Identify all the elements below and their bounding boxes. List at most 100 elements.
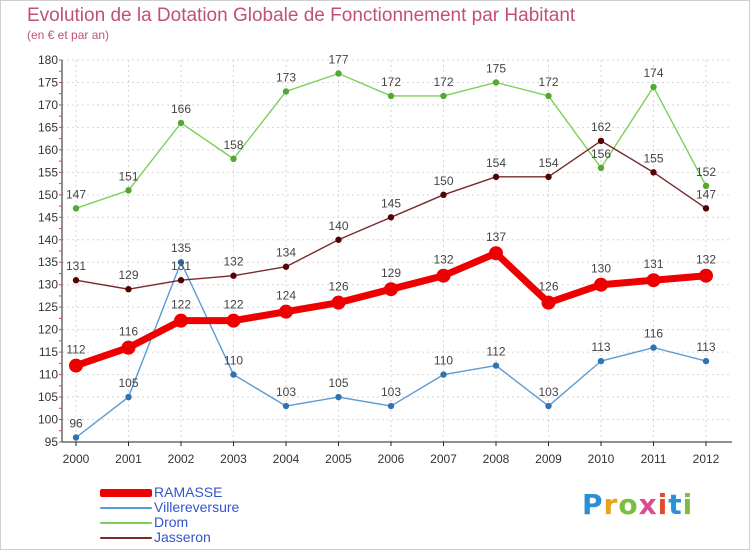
x-tick-label: 2011 (641, 452, 667, 466)
x-tick-label: 2006 (378, 452, 405, 466)
data-point-ramasse (121, 340, 136, 355)
y-tick-label: 170 (38, 98, 58, 112)
y-tick-label: 140 (38, 233, 58, 247)
data-point-villereversure (545, 402, 552, 410)
data-point-villereversure (230, 371, 237, 378)
data-point-drom (335, 70, 342, 77)
y-tick-label: 115 (39, 345, 58, 359)
data-point-jasseron (440, 191, 447, 199)
data-label-ramasse: 131 (643, 257, 663, 271)
data-label-drom: 172 (538, 75, 558, 89)
data-label-ramasse: 126 (328, 280, 348, 294)
data-label-ramasse: 112 (66, 343, 85, 357)
data-label-ramasse: 132 (696, 253, 716, 267)
data-point-drom (440, 92, 447, 100)
data-label-villereversure: 112 (486, 345, 505, 359)
data-point-jasseron (492, 173, 500, 181)
data-label-drom: 173 (276, 70, 296, 84)
y-tick-label: 100 (38, 413, 58, 427)
data-label-drom: 172 (433, 75, 453, 89)
y-tick-label: 145 (38, 210, 58, 224)
x-tick-label: 2007 (430, 452, 457, 466)
data-label-jasseron: 134 (276, 246, 296, 260)
data-point-villereversure (125, 393, 132, 401)
series-villereversure: 96 105 135 110 103 105 103 110 112 103 113 116 113 (69, 241, 716, 441)
logo-letter: t (668, 488, 683, 521)
y-tick-label: 105 (38, 390, 58, 404)
data-point-drom (650, 83, 657, 91)
y-tick-label: 165 (38, 120, 58, 134)
series-jasseron: 131 129 131 132 134 140 145 150 154 154 162 155 147 (66, 120, 716, 293)
legend-label: Villereversure (154, 499, 240, 515)
data-label-drom: 152 (696, 165, 716, 179)
data-point-villereversure (335, 393, 342, 401)
series-ramasse: 112 116 122 122 124 126 129 132 137 126 130 131 132 (66, 230, 716, 373)
data-label-jasseron: 129 (118, 268, 138, 282)
x-tick-label: 2008 (483, 452, 510, 466)
data-label-jasseron: 131 (66, 259, 86, 273)
data-label-ramasse: 132 (433, 253, 453, 267)
data-point-jasseron (72, 277, 80, 284)
data-point-jasseron (282, 263, 290, 270)
data-label-drom: 158 (223, 138, 243, 152)
data-point-ramasse (436, 268, 451, 283)
data-label-jasseron: 145 (381, 196, 401, 210)
data-point-villereversure (177, 259, 185, 266)
data-point-villereversure (597, 357, 605, 365)
data-point-villereversure (492, 362, 500, 369)
data-label-ramasse: 130 (591, 262, 611, 276)
data-point-villereversure (650, 344, 657, 351)
data-label-villereversure: 135 (171, 241, 191, 255)
data-label-ramasse: 137 (486, 230, 506, 244)
data-label-drom: 147 (66, 187, 86, 201)
data-point-drom (177, 119, 185, 127)
data-point-ramasse (594, 277, 608, 292)
data-point-jasseron (650, 169, 657, 176)
data-label-villereversure: 113 (696, 340, 715, 354)
x-tick-label: 2001 (115, 452, 142, 466)
data-label-jasseron: 155 (643, 151, 663, 165)
data-point-jasseron (335, 236, 342, 243)
data-point-ramasse (384, 282, 398, 297)
y-tick-label: 160 (38, 143, 58, 157)
logo-letter: i (657, 488, 669, 521)
data-point-jasseron (702, 205, 710, 212)
data-point-ramasse (489, 246, 503, 261)
y-tick-label: 150 (38, 188, 58, 202)
data-label-jasseron: 150 (433, 174, 453, 188)
data-label-jasseron: 132 (223, 255, 243, 269)
data-label-ramasse: 129 (381, 266, 401, 280)
data-label-villereversure: 110 (434, 354, 453, 368)
x-tick-label: 2003 (220, 452, 247, 466)
data-label-jasseron: 147 (696, 187, 716, 201)
data-label-villereversure: 103 (381, 385, 401, 399)
proxiti-logo: Proxiti (582, 488, 693, 521)
data-point-ramasse (541, 295, 556, 310)
data-label-ramasse: 122 (223, 298, 243, 312)
data-point-drom (492, 79, 500, 86)
data-point-ramasse (226, 313, 241, 328)
data-label-villereversure: 103 (276, 385, 296, 399)
data-label-drom: 156 (591, 147, 611, 161)
data-label-jasseron: 154 (538, 156, 558, 170)
data-label-villereversure: 110 (224, 354, 243, 368)
data-label-ramasse: 126 (538, 280, 558, 294)
series-drom: 147 151 166 158 173 177 172 172 175 172 156 174 152 (66, 52, 716, 212)
data-point-ramasse (646, 273, 661, 288)
logo-letter: P (582, 488, 604, 521)
legend-swatch (100, 537, 152, 539)
legend-swatch (100, 489, 152, 497)
data-label-villereversure: 96 (69, 417, 83, 431)
data-label-ramasse: 122 (171, 298, 191, 312)
data-point-jasseron (230, 272, 237, 279)
y-tick-label: 125 (38, 300, 58, 314)
logo-letter: i (682, 488, 694, 521)
data-label-jasseron: 154 (486, 156, 506, 170)
logo-letter: o (618, 488, 639, 521)
logo-letter: r (603, 488, 619, 521)
data-point-drom (597, 164, 605, 172)
data-point-jasseron (597, 137, 605, 145)
x-tick-label: 2000 (63, 452, 90, 466)
x-tick-label: 2010 (588, 452, 615, 466)
data-point-villereversure (72, 434, 80, 441)
